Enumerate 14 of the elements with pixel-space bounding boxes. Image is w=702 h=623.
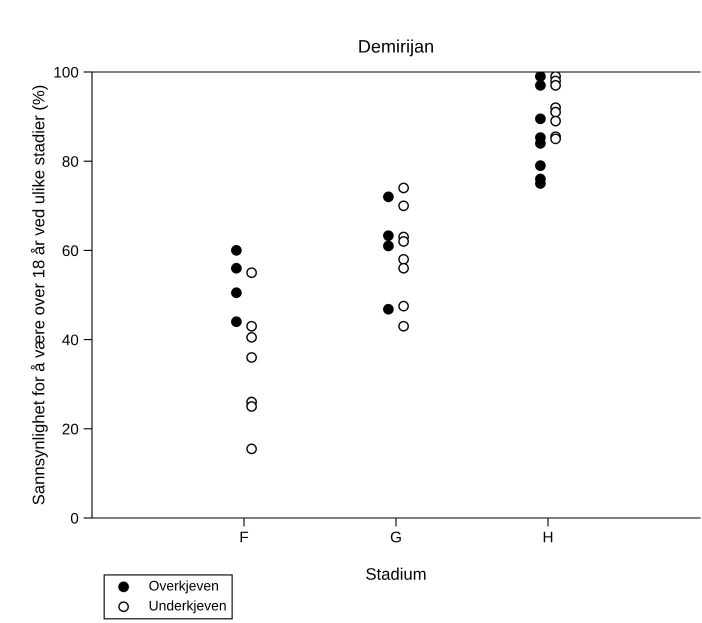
- legend-label: Overkjeven: [149, 580, 218, 594]
- x-axis-title: Stadium: [366, 568, 426, 580]
- y-tick-label: 80: [62, 156, 78, 167]
- chart-title: Demirijan: [359, 39, 433, 56]
- y-axis-title: Sannsynlighet for å være over 18 år ved ulike stadier (%): [30, 86, 48, 505]
- y-tick-label: 0: [70, 512, 78, 524]
- y-tick-label: 20: [62, 424, 78, 434]
- y-tick-label: 100: [54, 66, 78, 78]
- x-tick-label: G: [390, 532, 401, 542]
- legend-label: Underkjeven: [150, 600, 226, 614]
- y-tick-label: 40: [62, 334, 78, 346]
- y-tick-label: 60: [62, 245, 78, 256]
- x-tick-label: H: [544, 532, 552, 542]
- x-tick-label: F: [240, 532, 248, 542]
